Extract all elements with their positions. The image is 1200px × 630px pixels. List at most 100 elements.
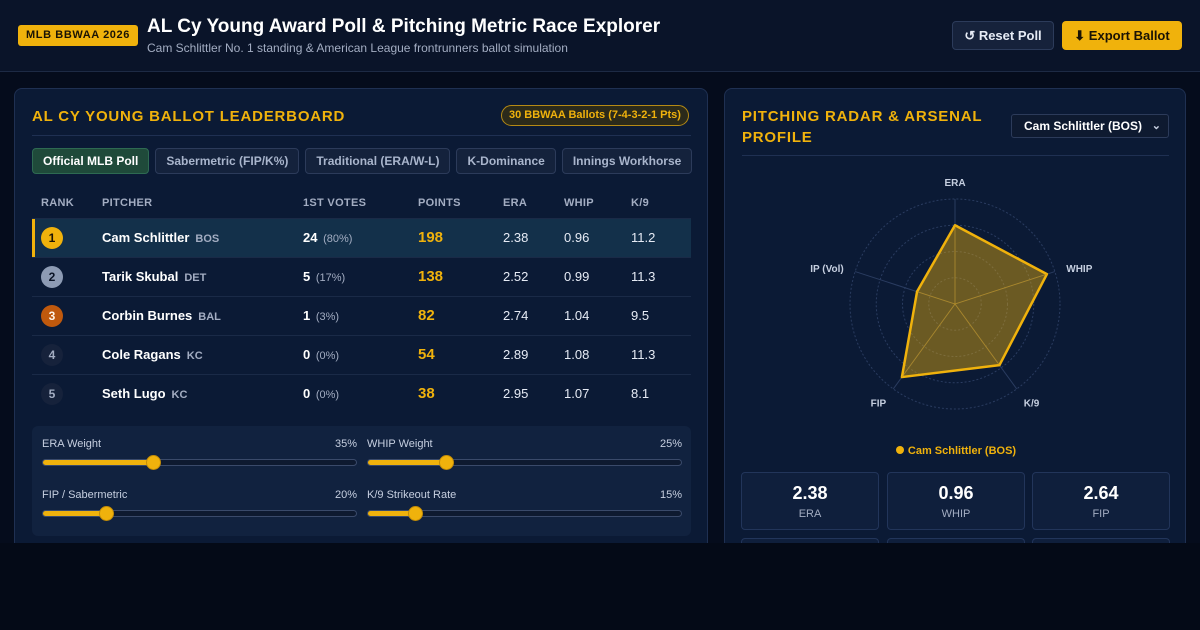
era-value: 2.52: [503, 256, 564, 296]
whip-weight-value: 25%: [659, 438, 682, 450]
stat-value: 2.38: [792, 483, 828, 503]
table-row[interactable]: 1 Cam Schlittler BOS 24 (80%) 198 2.38 0.…: [32, 217, 691, 257]
table-row[interactable]: 5 Seth Lugo KC 0 (0%) 38 2.95 1.07 8.1: [32, 373, 691, 413]
table-header-row: RANK PITCHER 1ST VOTES POINTS ERA WHIP K…: [32, 189, 691, 218]
app-header: MLB BBWAA 2026 AL Cy Young Award Poll & …: [0, 0, 1200, 72]
stat-label: ERA: [798, 508, 822, 520]
era-value: 2.74: [503, 295, 564, 335]
page-bottom-band: [0, 543, 1200, 630]
column-era: ERA: [503, 197, 528, 210]
slider-fill: [368, 511, 415, 516]
fip-weight-label: FIP / Sabermetric: [42, 489, 128, 501]
first-votes: 24: [303, 230, 318, 245]
ballot-points: 198: [418, 229, 444, 246]
radar-legend: Cam Schlittler (BOS): [725, 445, 1187, 457]
rank-badge: 4: [41, 343, 63, 366]
tab-traditional[interactable]: Traditional (ERA/W-L): [305, 148, 451, 174]
era-value: 2.38: [503, 217, 564, 257]
leaderboard-panel: AL CY YOUNG BALLOT LEADERBOARD 30 BBWAA …: [14, 88, 708, 568]
k9-value: 9.5: [631, 295, 691, 335]
era-value: 2.89: [503, 334, 564, 374]
radar-series-area: [900, 224, 1049, 379]
k9-value: 11.2: [631, 217, 691, 257]
radar-panel: PITCHING RADAR & ARSENAL PROFILE Cam Sch…: [724, 88, 1186, 568]
first-votes: 5: [303, 269, 311, 284]
rank-badge: 1: [41, 226, 63, 249]
reset-poll-button[interactable]: ↺ Reset Poll: [952, 21, 1054, 50]
slider-thumb[interactable]: [407, 506, 423, 521]
first-votes-pct: (0%): [315, 389, 340, 402]
fip-weight-slider[interactable]: [42, 506, 357, 521]
radar-value-spoke: [901, 303, 956, 378]
k9-weight-label: K/9 Strikeout Rate: [367, 489, 457, 501]
leaderboard-title: AL CY YOUNG BALLOT LEADERBOARD: [32, 108, 346, 125]
radar-axis-label: FIP: [871, 399, 887, 410]
column-rank: RANK: [41, 197, 74, 210]
player-select[interactable]: Cam Schlittler (BOS) ⌄: [1011, 114, 1169, 138]
slider-fill: [368, 460, 447, 465]
panel-divider: [32, 135, 691, 136]
slider-thumb[interactable]: [98, 506, 114, 521]
pitcher-name: Cole Ragans: [102, 347, 181, 362]
team-code: BAL: [198, 311, 221, 323]
pitcher-name: Cam Schlittler: [102, 230, 190, 245]
tab-k-dominance[interactable]: K-Dominance: [456, 148, 556, 174]
table-row[interactable]: 2 Tarik Skubal DET 5 (17%) 138 2.52 0.99 …: [32, 256, 691, 296]
whip-value: 1.08: [564, 334, 631, 374]
k9-value: 11.3: [631, 334, 691, 374]
fip-weight-value: 20%: [334, 489, 357, 501]
ballot-points: 82: [418, 307, 435, 324]
k9-weight-value: 15%: [659, 489, 682, 501]
radar-value-spoke: [916, 291, 956, 305]
legend-label: Cam Schlittler (BOS): [907, 445, 1017, 457]
era-weight-label: ERA Weight: [42, 438, 102, 450]
team-code: KC: [171, 389, 188, 402]
pitcher-name: Seth Lugo: [102, 386, 166, 402]
column-k9: K/9: [631, 197, 650, 210]
pitcher-name: Corbin Burnes: [102, 308, 193, 323]
team-code: DET: [184, 272, 207, 284]
first-votes-pct: (0%): [315, 350, 340, 362]
tab-innings-workhorse[interactable]: Innings Workhorse: [561, 148, 693, 174]
team-code: KC: [186, 350, 203, 362]
ballot-count-badge: 30 BBWAA Ballots (7-4-3-2-1 Pts): [501, 105, 689, 126]
first-votes: 0: [303, 347, 311, 362]
whip-value: 0.96: [564, 217, 631, 257]
first-votes: 1: [303, 308, 311, 323]
whip-weight-slider[interactable]: [367, 455, 682, 470]
radar-panel-title: PITCHING RADAR & ARSENAL PROFILE: [742, 106, 982, 148]
first-votes-pct: (80%): [323, 233, 353, 245]
radar-axis-label: WHIP: [1066, 264, 1092, 275]
slider-fill: [43, 511, 106, 516]
stat-value: 0.96: [938, 483, 974, 503]
k9-value: 8.1: [631, 373, 691, 413]
slider-thumb[interactable]: [439, 455, 455, 470]
export-ballot-button[interactable]: ⬇ Export Ballot: [1062, 21, 1182, 50]
tab-official-mlb-poll[interactable]: Official MLB Poll: [32, 148, 150, 174]
ballot-points: 54: [418, 346, 435, 363]
first-votes: 0: [303, 386, 311, 402]
rank-badge: 3: [41, 304, 63, 327]
leaderboard-table: RANK PITCHER 1ST VOTES POINTS ERA WHIP K…: [32, 189, 691, 413]
whip-value: 1.04: [564, 295, 631, 335]
rank-badge: 5: [41, 382, 63, 405]
era-value: 2.95: [503, 373, 564, 413]
table-row[interactable]: 4 Cole Ragans KC 0 (0%) 54 2.89 1.08 11.3: [32, 334, 691, 374]
column-first-votes: 1ST VOTES: [303, 197, 367, 210]
column-points: POINTS: [418, 197, 461, 210]
radar-title-line2: PROFILE: [742, 129, 813, 146]
tab-sabermetric[interactable]: Sabermetric (FIP/K%): [155, 148, 300, 174]
k9-weight-slider[interactable]: [367, 506, 682, 521]
radar-ring: [928, 277, 982, 331]
legend-dot: [895, 446, 904, 454]
whip-value: 0.99: [564, 256, 631, 296]
slider-thumb[interactable]: [145, 455, 161, 470]
k9-value: 11.3: [631, 256, 691, 296]
pitching-radar-chart: ERA WHIP K/9 FIP IP (Vol): [810, 179, 1093, 410]
column-whip: WHIP: [564, 197, 594, 210]
era-weight-slider[interactable]: [42, 455, 357, 470]
column-pitcher: PITCHER: [102, 197, 153, 210]
table-row[interactable]: 3 Corbin Burnes BAL 1 (3%) 82 2.74 1.04 9…: [32, 295, 691, 335]
era-weight-value: 35%: [334, 438, 357, 450]
radar-axis-label: ERA: [944, 179, 965, 189]
